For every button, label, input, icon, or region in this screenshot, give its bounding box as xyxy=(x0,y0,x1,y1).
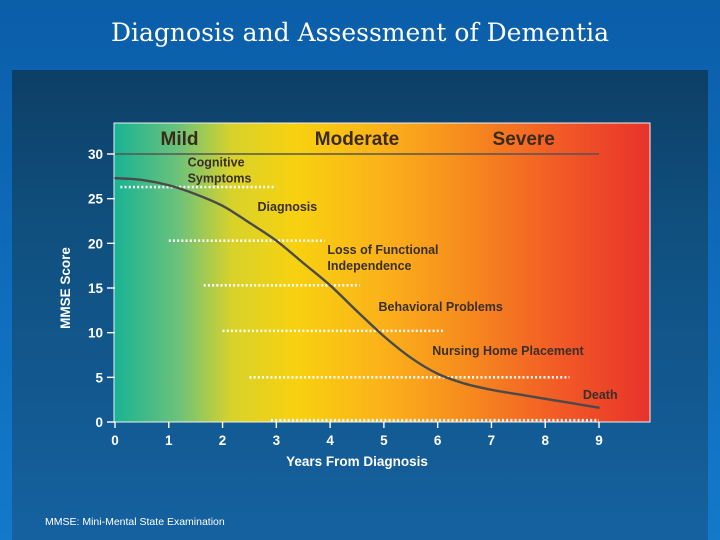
milestone-label: Loss of Functional xyxy=(327,243,438,257)
data-point xyxy=(597,406,601,409)
data-point xyxy=(140,178,143,182)
x-tick-label: 0 xyxy=(111,433,119,448)
data-point xyxy=(275,239,278,242)
y-axis-label: MMSE Score xyxy=(58,247,73,329)
data-point xyxy=(544,397,547,400)
annotations: Cognitive Symptoms Diagnosis Loss of Functi… xyxy=(188,156,618,402)
chart-panel: Mild Moderate Severe 0 5 10 15 20 25 30 0 1 2 3 4 5 6 7 8… xyxy=(12,70,708,540)
milestone-label: Diagnosis xyxy=(258,200,318,214)
data-point xyxy=(409,356,412,359)
data-point xyxy=(436,372,439,375)
milestone-label: Cognitive xyxy=(188,156,245,170)
data-point xyxy=(167,184,170,187)
x-tick-label: 7 xyxy=(488,433,496,448)
x-tick-label: 3 xyxy=(273,433,281,448)
y-tick-label: 10 xyxy=(88,326,103,341)
y-tick-label: 25 xyxy=(88,192,104,207)
band-label: Moderate xyxy=(315,129,399,150)
severity-bands: Mild Moderate Severe xyxy=(107,129,599,155)
x-tick-label: 2 xyxy=(219,433,227,448)
y-tick-label: 5 xyxy=(95,370,103,385)
y-tick-label: 30 xyxy=(88,147,103,162)
data-point xyxy=(248,221,251,224)
data-point xyxy=(571,402,574,405)
data-point xyxy=(113,177,117,180)
x-tick-label: 5 xyxy=(380,433,388,448)
data-point xyxy=(490,388,493,391)
milestone-label: Death xyxy=(583,388,618,402)
data-point xyxy=(221,204,224,207)
x-tick-label: 9 xyxy=(595,433,603,448)
x-tick-label: 6 xyxy=(434,433,442,448)
milestone-label: Independence xyxy=(327,259,411,273)
milestone-label: Behavioral Problems xyxy=(379,300,503,314)
chart-svg: Mild Moderate Severe 0 5 10 15 20 25 30 0 1 2 3 4 5 6 7 8… xyxy=(45,122,651,528)
footnote: MMSE: Mini-Mental State Examination xyxy=(45,516,225,528)
band-label: Mild xyxy=(161,129,199,150)
data-point xyxy=(329,284,332,287)
data-point xyxy=(382,335,385,338)
plot-area xyxy=(113,122,651,423)
data-point xyxy=(517,393,520,396)
band-label: Severe xyxy=(493,129,555,150)
y-tick-label: 0 xyxy=(95,415,103,430)
y-tick-label: 15 xyxy=(88,281,104,296)
data-point xyxy=(302,261,305,265)
data-point xyxy=(463,382,466,385)
x-tick-label: 8 xyxy=(541,433,549,448)
milestone-label: Nursing Home Placement xyxy=(432,344,584,358)
milestone-guides xyxy=(120,185,599,422)
series xyxy=(113,176,601,409)
data-point xyxy=(355,310,359,313)
slide-title: Diagnosis and Assessment of Dementia xyxy=(110,18,610,47)
axes: 0 5 10 15 20 25 30 0 1 2 3 4 5 6 7 8 9 xyxy=(88,147,603,448)
x-axis-label: Years From Diagnosis xyxy=(286,454,428,469)
data-point xyxy=(194,193,197,196)
x-tick-label: 4 xyxy=(326,433,334,448)
x-tick-label: 1 xyxy=(165,433,173,448)
y-tick-label: 20 xyxy=(88,236,103,251)
milestone-label: Symptoms xyxy=(188,172,252,186)
